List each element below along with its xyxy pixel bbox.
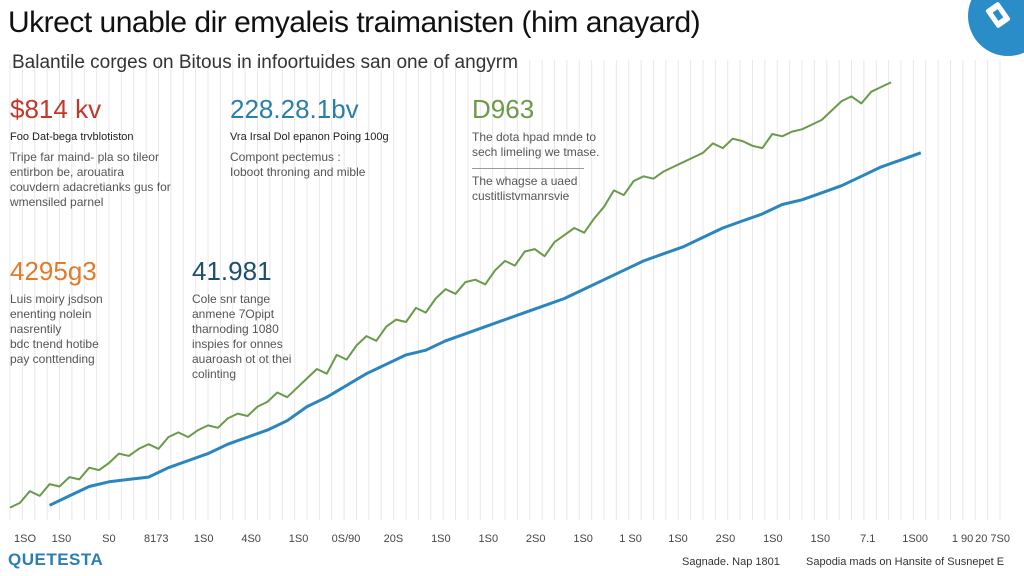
x-axis-ticks: 1SO 1S0 S0 8173 1S0 4S0 1S0 0S/90 20S 1S0 1S0 2S0 1S… xyxy=(14,533,1010,545)
x-tick-label: 20S xyxy=(384,533,404,545)
x-tick-label: 1S0 xyxy=(573,533,593,545)
x-tick-label: 1S0 xyxy=(289,533,309,545)
x-tick-label: S0 xyxy=(102,533,115,545)
stat-value: $814 kv xyxy=(10,94,102,124)
source-note: Sagnade. Nap 1801 xyxy=(682,556,780,568)
x-tick-label: 2S0 xyxy=(716,533,736,545)
stat-block: $814 kv Foo Dat-bega trvblotiston Tripe … xyxy=(10,94,171,210)
x-tick-label: 1S00 xyxy=(902,533,928,545)
stat-block: 4295g3 Luis moiry jsdson enenting nolein… xyxy=(10,256,103,367)
brand-logo: QUETESTA xyxy=(8,550,104,569)
x-tick-label: 0S/90 xyxy=(332,533,361,545)
x-tick-label: 1S0 xyxy=(431,533,451,545)
stat-block: The whagse a uaed custitlistvmanrsvie xyxy=(472,174,577,204)
x-tick-label: 7.1 xyxy=(860,533,875,545)
divider xyxy=(472,168,584,169)
stat-description: Luis moiry jsdson enenting nolein nasren… xyxy=(10,292,103,366)
x-tick-label: 1S0 xyxy=(810,533,830,545)
series-line-green xyxy=(9,81,892,509)
x-tick-label: 1S0 xyxy=(763,533,783,545)
chart-grid xyxy=(9,60,1001,520)
x-tick-label: 1S0 xyxy=(52,533,72,545)
series-line-blue xyxy=(48,151,922,507)
stat-description: The dota hpad mnde to sech limeling we t… xyxy=(472,130,600,159)
x-tick-label: 1S0 xyxy=(668,533,688,545)
chart-series xyxy=(9,81,922,509)
x-tick-label: 1S0 xyxy=(194,533,214,545)
chart-subtitle: Balantile corges on Bitous in infoortuid… xyxy=(12,52,518,73)
x-tick-label: 20 7S0 xyxy=(975,533,1010,545)
stat-label: Foo Dat-bega trvblotiston xyxy=(10,131,134,143)
stat-description: Cole snr tange anmene 7Opipt tharnoding … xyxy=(192,292,292,381)
source-note: Sapodia mads on Hansite of Susnepet E xyxy=(806,556,1005,568)
stat-block: D963 The dota hpad mnde to sech limeling… xyxy=(472,94,599,160)
x-tick-label: 1 S0 xyxy=(619,533,642,545)
stat-value: 228.28.1bv xyxy=(230,94,359,124)
x-tick-label: 4S0 xyxy=(241,533,261,545)
stat-description: Tripe far maind- pla so tileor entirbon … xyxy=(10,150,171,209)
x-tick-label: 8173 xyxy=(144,533,168,545)
stat-value: D963 xyxy=(472,94,535,124)
x-tick-label: 1 90 xyxy=(952,533,973,545)
x-tick-label: 1SO xyxy=(14,533,36,545)
stat-description: The whagse a uaed custitlistvmanrsvie xyxy=(472,174,578,203)
stat-block: 228.28.1bv Vra Irsal Dol epanon Poing 10… xyxy=(230,94,389,180)
stat-description: Compont pectemus : Ioboot throning and m… xyxy=(230,150,366,179)
stat-value: 41.981 xyxy=(192,256,272,286)
stat-value: 4295g3 xyxy=(10,256,97,286)
chart-title: Ukrect unable dir emyaleis traimanisten … xyxy=(8,6,701,39)
stat-block: 41.981 Cole snr tange anmene 7Opipt thar… xyxy=(192,256,291,382)
stat-label: Vra Irsal Dol epanon Poing 100g xyxy=(230,131,389,143)
x-tick-label: 1S0 xyxy=(478,533,498,545)
x-tick-label: 2S0 xyxy=(526,533,546,545)
